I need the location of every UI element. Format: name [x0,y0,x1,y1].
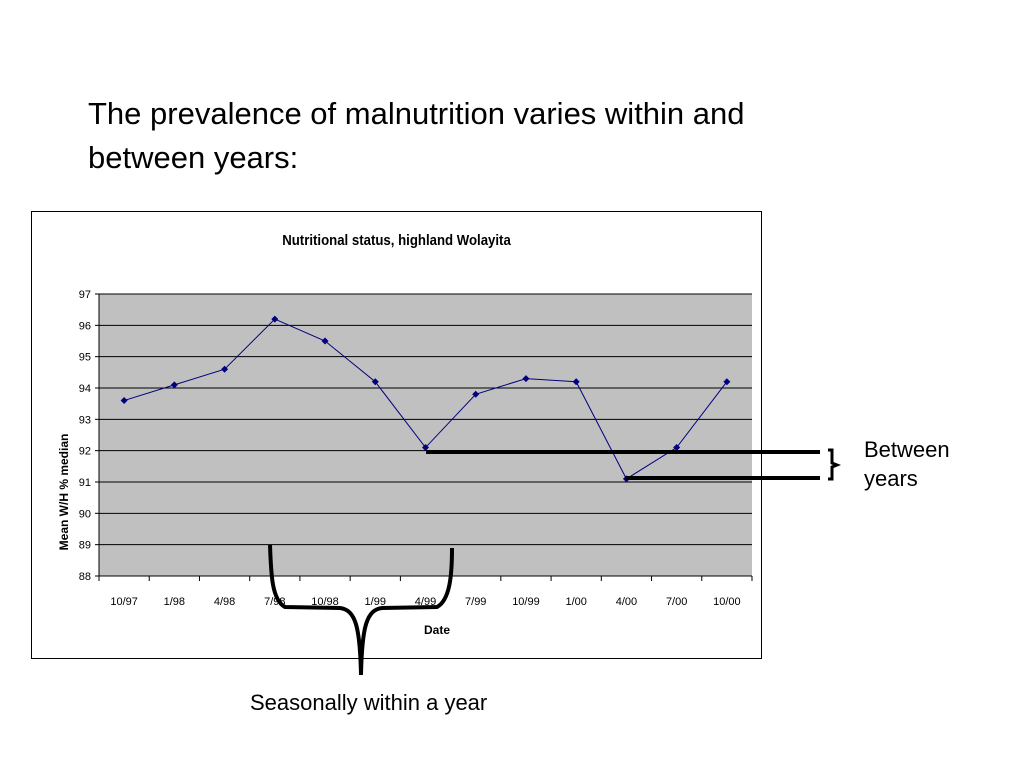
y-tick-label: 96 [79,320,91,332]
seasonal-annotation: Seasonally within a year [250,690,488,715]
data-point [422,444,429,452]
y-tick-label: 94 [79,383,91,395]
data-point [723,378,731,386]
between-years-line-1: Between [864,437,950,462]
y-tick-label: 91 [79,477,91,489]
x-tick-label: 10/97 [110,596,138,608]
x-tick-label: 4/99 [415,596,436,608]
y-tick-label: 92 [79,446,91,458]
data-point [572,378,580,386]
slide-title-line-1: The prevalence of malnutrition varies wi… [88,96,745,131]
slide-title: The prevalence of malnutrition varies wi… [88,92,848,180]
y-tick-label: 97 [79,289,91,301]
between-years-annotation: Between years [864,435,950,493]
data-point [371,378,379,386]
x-axis-label: Date [424,623,451,637]
y-tick-label: 93 [79,414,91,426]
x-tick-label: 1/99 [365,596,386,608]
y-tick-label: 95 [79,352,91,364]
chart-title: Nutritional status, highland Wolayita [282,232,511,249]
data-point [673,444,681,452]
y-tick-label: 88 [79,571,91,583]
x-tick-label: 1/98 [164,596,185,608]
data-point [472,390,480,398]
data-point [522,375,530,383]
x-tick-label: 7/00 [666,596,687,608]
chart-frame: Nutritional status, highland Wolayita Me… [31,211,762,659]
seasonal-brace [268,544,454,676]
x-tick-label: 7/99 [465,596,486,608]
between-years-line-2: years [864,466,918,491]
x-tick-label: 4/98 [214,596,235,608]
data-point [120,397,128,405]
x-tick-label: 10/98 [311,596,339,608]
data-point [271,315,279,323]
data-point [221,365,229,373]
plot-area [99,294,752,576]
x-tick-label: 4/00 [616,596,637,608]
between-years-brace [828,448,842,481]
y-tick-label: 90 [79,508,91,520]
data-point [170,381,178,389]
data-point [321,337,329,345]
slide-title-line-2: between years: [88,140,299,175]
x-tick-label: 10/00 [713,596,741,608]
x-tick-label: 10/99 [512,596,540,608]
y-tick-label: 89 [79,540,91,552]
x-tick-label: 1/00 [565,596,586,608]
